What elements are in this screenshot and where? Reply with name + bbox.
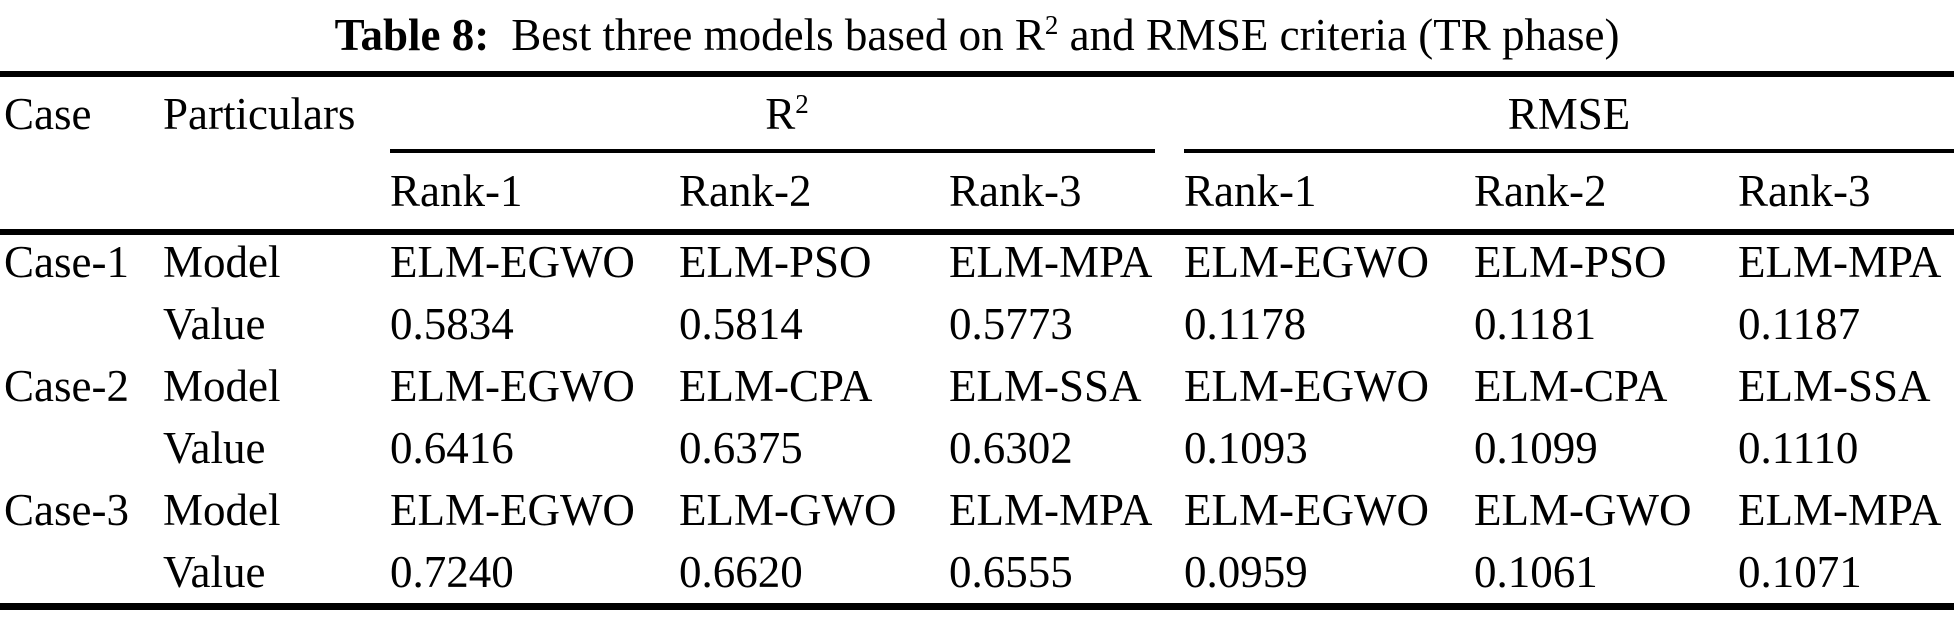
rank-header: Rank-2 (1474, 165, 1607, 216)
caption-text-after: and RMSE criteria (TR phase) (1058, 10, 1620, 60)
model-cell: ELM-MPA (949, 237, 1153, 287)
model-cell: ELM-SSA (1738, 361, 1931, 411)
caption-superscript: 2 (1044, 10, 1059, 40)
r2-label: R (765, 88, 796, 139)
model-cell: ELM-EGWO (390, 237, 635, 287)
model-cell: ELM-EGWO (1184, 237, 1429, 287)
spacer-cell (163, 150, 390, 231)
top-rule (0, 71, 1954, 77)
table-row: Value 0.6416 0.6375 0.6302 0.1093 0.1099… (0, 417, 1954, 479)
spacer-cell (0, 150, 163, 231)
model-cell: ELM-GWO (679, 485, 897, 535)
rank-header: Rank-3 (949, 165, 1082, 216)
value-cell: 0.1071 (1738, 547, 1862, 597)
model-cell: ELM-SSA (949, 361, 1142, 411)
bottom-rule (0, 603, 1954, 610)
results-table: Case Particulars R2 RMSE Rank-1 Rank-2 R… (0, 77, 1954, 603)
value-cell: 0.1187 (1738, 299, 1861, 349)
model-cell: ELM-CPA (1474, 361, 1668, 411)
case-cell (0, 541, 163, 603)
rank-header: Rank-2 (679, 165, 812, 216)
model-cell: ELM-GWO (1474, 485, 1692, 535)
particulars-cell: Model (163, 237, 281, 287)
value-cell: 0.1110 (1738, 423, 1859, 473)
table-caption: Table 8: Best three models based on R2 a… (0, 0, 1954, 70)
header-group-r2: R2 (390, 77, 1184, 150)
value-cell: 0.6416 (390, 423, 514, 473)
model-cell: ELM-PSO (1474, 237, 1667, 287)
value-cell: 0.6620 (679, 547, 803, 597)
value-cell: 0.5773 (949, 299, 1073, 349)
value-cell: 0.0959 (1184, 547, 1308, 597)
caption-text-before: Best three models based on R (511, 10, 1045, 60)
table-row: Value 0.7240 0.6620 0.6555 0.0959 0.1061… (0, 541, 1954, 603)
rmse-label: RMSE (1507, 88, 1631, 139)
table-row: Case-3 Model ELM-EGWO ELM-GWO ELM-MPA EL… (0, 479, 1954, 541)
caption-title: Best three models based on R2 and RMSE c… (511, 9, 1619, 61)
case-cell: Case-3 (4, 485, 129, 535)
header-group-rmse: RMSE (1184, 77, 1954, 150)
value-cell: 0.1099 (1474, 423, 1598, 473)
model-cell: ELM-CPA (679, 361, 873, 411)
particulars-cell: Value (163, 299, 266, 349)
case-cell: Case-1 (4, 237, 129, 287)
model-cell: ELM-MPA (949, 485, 1153, 535)
header-case: Case (4, 88, 92, 139)
rank-header: Rank-3 (1738, 165, 1871, 216)
value-cell: 0.6302 (949, 423, 1073, 473)
rank-header: Rank-1 (390, 165, 523, 216)
value-cell: 0.1181 (1474, 299, 1597, 349)
model-cell: ELM-MPA (1738, 237, 1942, 287)
table-row: Value 0.5834 0.5814 0.5773 0.1178 0.1181… (0, 293, 1954, 355)
table-row: Case-2 Model ELM-EGWO ELM-CPA ELM-SSA EL… (0, 355, 1954, 417)
particulars-cell: Model (163, 485, 281, 535)
model-cell: ELM-EGWO (390, 485, 635, 535)
model-cell: ELM-MPA (1738, 485, 1942, 535)
rank-header: Rank-1 (1184, 165, 1317, 216)
rmse-cmidrule (1184, 149, 1954, 153)
model-cell: ELM-EGWO (1184, 485, 1429, 535)
case-cell (0, 417, 163, 479)
particulars-cell: Model (163, 361, 281, 411)
model-cell: ELM-PSO (679, 237, 872, 287)
particulars-cell: Value (163, 547, 266, 597)
header-particulars: Particulars (163, 88, 356, 139)
r2-cmidrule (390, 149, 1155, 153)
r2-superscript: 2 (795, 88, 809, 119)
particulars-cell: Value (163, 423, 266, 473)
value-cell: 0.6555 (949, 547, 1073, 597)
header-rule (0, 229, 1954, 235)
value-cell: 0.5814 (679, 299, 803, 349)
case-cell (0, 293, 163, 355)
model-cell: ELM-EGWO (390, 361, 635, 411)
case-cell: Case-2 (4, 361, 129, 411)
value-cell: 0.6375 (679, 423, 803, 473)
value-cell: 0.1178 (1184, 299, 1307, 349)
table-row: Case-1 Model ELM-EGWO ELM-PSO ELM-MPA EL… (0, 231, 1954, 293)
caption-label: Table 8: (334, 10, 490, 60)
value-cell: 0.7240 (390, 547, 514, 597)
model-cell: ELM-EGWO (1184, 361, 1429, 411)
value-cell: 0.1061 (1474, 547, 1598, 597)
value-cell: 0.5834 (390, 299, 514, 349)
value-cell: 0.1093 (1184, 423, 1308, 473)
